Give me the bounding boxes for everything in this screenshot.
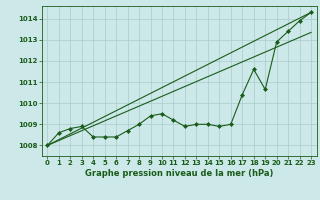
X-axis label: Graphe pression niveau de la mer (hPa): Graphe pression niveau de la mer (hPa) <box>85 169 273 178</box>
